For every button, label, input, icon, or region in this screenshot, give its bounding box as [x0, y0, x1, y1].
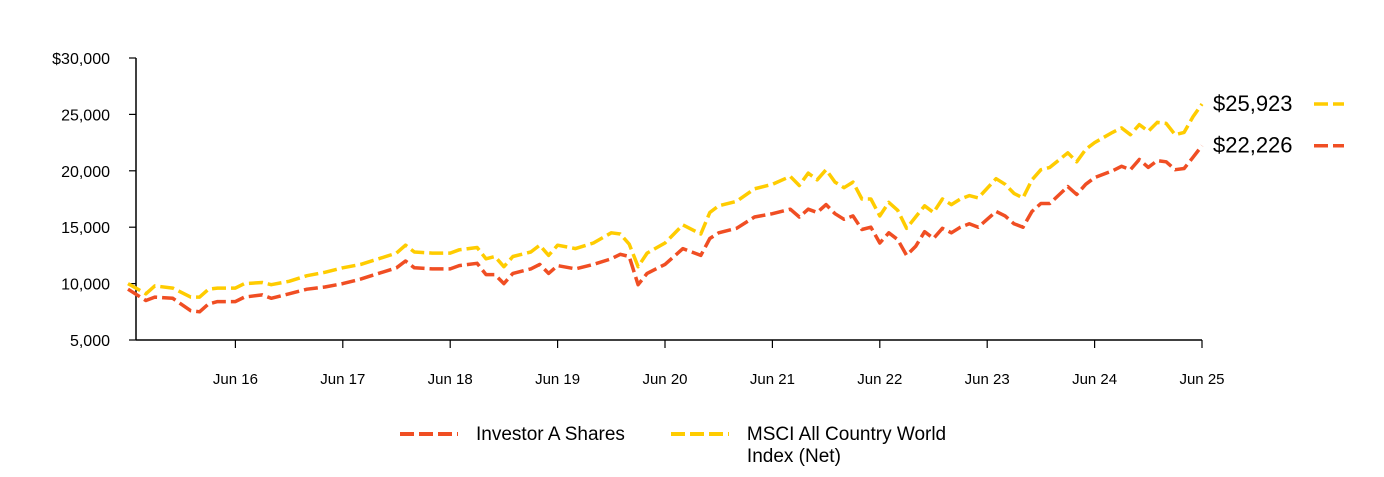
- legend-item-msci-acwi: MSCI All Country World Index (Net): [669, 424, 946, 468]
- x-tick-label: Jun 18: [428, 371, 473, 388]
- x-tick-label: Jun 23: [965, 371, 1010, 388]
- x-axis-ticks: Jun 16 Jun 17 Jun 18 Jun 19 Jun 20 Jun 21 Jun …: [213, 340, 1225, 388]
- x-tick-label: Jun 20: [642, 371, 687, 388]
- series-line-msci-acwi: [127, 102, 1204, 299]
- x-tick-label: Jun 24: [1072, 371, 1117, 388]
- series-lines: [127, 102, 1204, 314]
- y-tick-label: 25,000: [61, 107, 110, 124]
- y-tick-label: 5,000: [70, 333, 110, 350]
- y-tick-label: 10,000: [61, 277, 110, 294]
- x-tick-label: Jun 22: [857, 371, 902, 388]
- series-line-investor-a: [127, 144, 1204, 314]
- legend-label-investor-a: Investor A Shares: [476, 424, 625, 445]
- x-tick-label: Jun 21: [750, 371, 795, 388]
- end-labels: $22,226 $25,923: [1213, 91, 1344, 158]
- line-chart: 5,000 10,000 15,000 20,000 25,000 $30,000 Jun…: [52, 51, 1344, 388]
- y-tick-label: $30,000: [52, 51, 110, 68]
- chart-axes: [135, 58, 1202, 341]
- y-tick-label: 20,000: [61, 164, 110, 181]
- x-tick-label: Jun 16: [213, 371, 258, 388]
- legend-label-msci-acwi-line2: Index (Net): [746, 446, 841, 467]
- legend-swatch-msci-acwi: [670, 432, 729, 436]
- chart-legend: Investor A Shares MSCI All Country World…: [398, 424, 946, 468]
- x-tick-label: Jun 17: [320, 371, 365, 388]
- legend-swatch-investor-a: [400, 432, 458, 436]
- legend-label-msci-acwi-line1: MSCI All Country World: [746, 424, 947, 445]
- legend-label-msci-acwi: MSCI All Country World Index (Net): [747, 424, 946, 468]
- x-tick-label: Jun 19: [535, 371, 580, 388]
- y-tick-label: 15,000: [61, 220, 110, 237]
- x-tick-label: Jun 25: [1179, 371, 1224, 388]
- end-label-investor-a: $22,226: [1213, 133, 1293, 158]
- y-axis-ticks: 5,000 10,000 15,000 20,000 25,000 $30,000: [52, 51, 136, 350]
- end-label-msci-acwi: $25,923: [1213, 91, 1293, 116]
- legend-item-investor-a: Investor A Shares: [398, 424, 625, 446]
